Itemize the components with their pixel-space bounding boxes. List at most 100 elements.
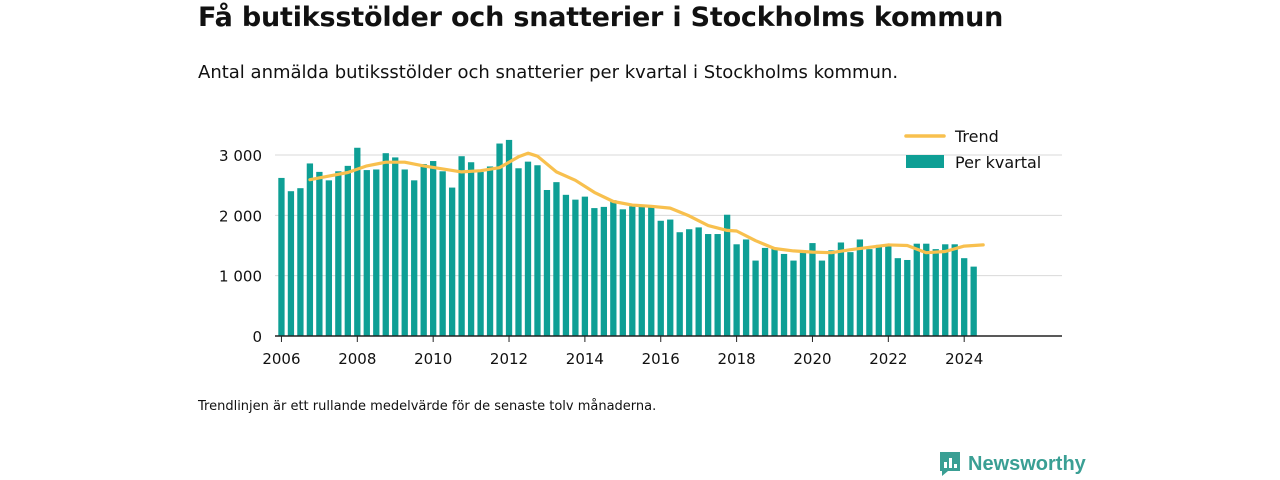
bar (818, 260, 826, 336)
legend-bar-swatch (906, 155, 944, 168)
bar (297, 188, 304, 336)
bar (667, 219, 674, 336)
bar (392, 157, 399, 336)
bar (705, 234, 712, 336)
bar (610, 200, 617, 336)
bar (486, 166, 494, 336)
x-tick-label: 2024 (945, 350, 983, 368)
footnote: Trendlinjen är ett rullande medelvärde f… (198, 399, 657, 414)
bar (477, 171, 484, 336)
y-tick-label: 2 000 (219, 207, 262, 225)
x-tick-label: 2020 (793, 350, 831, 368)
y-axis-ticks: 0 1 000 2 000 3 000 (219, 147, 262, 346)
bars (278, 139, 977, 336)
legend-trend-label: Trend (954, 127, 999, 146)
bar (430, 161, 437, 336)
bar (344, 165, 351, 336)
x-tick-label: 2018 (718, 350, 756, 368)
x-tick-label: 2006 (262, 350, 300, 368)
bar (382, 153, 389, 336)
bar (780, 253, 788, 336)
bar (335, 171, 342, 336)
bar (278, 177, 285, 336)
bar (287, 191, 295, 336)
bar (553, 182, 560, 336)
bar (837, 242, 845, 336)
bar (723, 214, 731, 336)
bar (885, 245, 892, 336)
bar (629, 206, 636, 336)
bar (439, 171, 446, 336)
bar (354, 147, 361, 336)
bar (543, 189, 551, 336)
chart-subtitle: Antal anmälda butiksstölder och snatteri… (198, 62, 899, 83)
bar (505, 139, 513, 336)
bar (648, 206, 655, 336)
bar (562, 194, 570, 336)
bar (373, 169, 380, 336)
bar (923, 243, 930, 336)
x-tick-label: 2014 (566, 350, 604, 368)
brand-name: Newsworthy (968, 452, 1086, 475)
bar (913, 243, 920, 336)
x-tick-label: 2016 (642, 350, 680, 368)
bar (695, 227, 702, 336)
y-tick-label: 1 000 (219, 268, 262, 286)
bar (752, 260, 759, 336)
newsworthy-logo-icon (940, 452, 960, 476)
bar (866, 249, 873, 336)
bar (325, 180, 333, 336)
bar (742, 239, 750, 336)
bar (714, 234, 721, 336)
bar-chart: 0 1 000 2 000 3 000 2006 2008 2010 2012 2014 201… (219, 127, 1062, 368)
bar (411, 180, 418, 336)
chart-title: Få butiksstölder och snatterier i Stockh… (198, 2, 1004, 33)
x-tick-label: 2008 (338, 350, 376, 368)
x-tick-label: 2012 (490, 350, 528, 368)
bar (942, 244, 949, 336)
bar (534, 165, 541, 336)
legend: Trend Per kvartal (904, 127, 1041, 172)
brand-logo[interactable]: Newsworthy (938, 450, 1086, 478)
bar (951, 244, 958, 336)
bar (894, 258, 901, 336)
bar (363, 170, 370, 336)
bar (856, 239, 864, 336)
x-axis-ticks: 2006 2008 2010 2012 2014 2016 2018 2020 2022 2024 (262, 336, 983, 368)
y-tick-label: 0 (252, 328, 262, 346)
bar (448, 187, 456, 336)
bar (619, 209, 626, 336)
bar (638, 206, 645, 336)
bar (932, 249, 939, 336)
x-tick-label: 2010 (414, 350, 452, 368)
bar (847, 252, 854, 336)
bar (496, 143, 503, 336)
bar (657, 220, 664, 336)
bar (875, 244, 882, 336)
trend-line-layer (308, 151, 985, 255)
trend-line (308, 151, 985, 255)
bar (686, 229, 693, 336)
bar (828, 250, 835, 336)
bar (904, 259, 911, 336)
bar (790, 260, 797, 336)
bar (401, 169, 408, 336)
bar (961, 258, 968, 336)
bar (809, 243, 816, 336)
bar (306, 163, 314, 336)
bar (524, 161, 532, 336)
y-tick-label: 3 000 (219, 147, 262, 165)
bar (733, 244, 740, 336)
bar (970, 266, 977, 336)
bar (316, 171, 323, 336)
bar (467, 162, 475, 336)
bar (761, 247, 769, 336)
x-tick-label: 2022 (869, 350, 907, 368)
bar (515, 168, 522, 336)
bar (458, 156, 465, 336)
bar (420, 164, 427, 336)
legend-bar-label: Per kvartal (955, 153, 1041, 172)
bar (591, 208, 598, 336)
bar (581, 196, 589, 336)
bar (799, 250, 807, 336)
